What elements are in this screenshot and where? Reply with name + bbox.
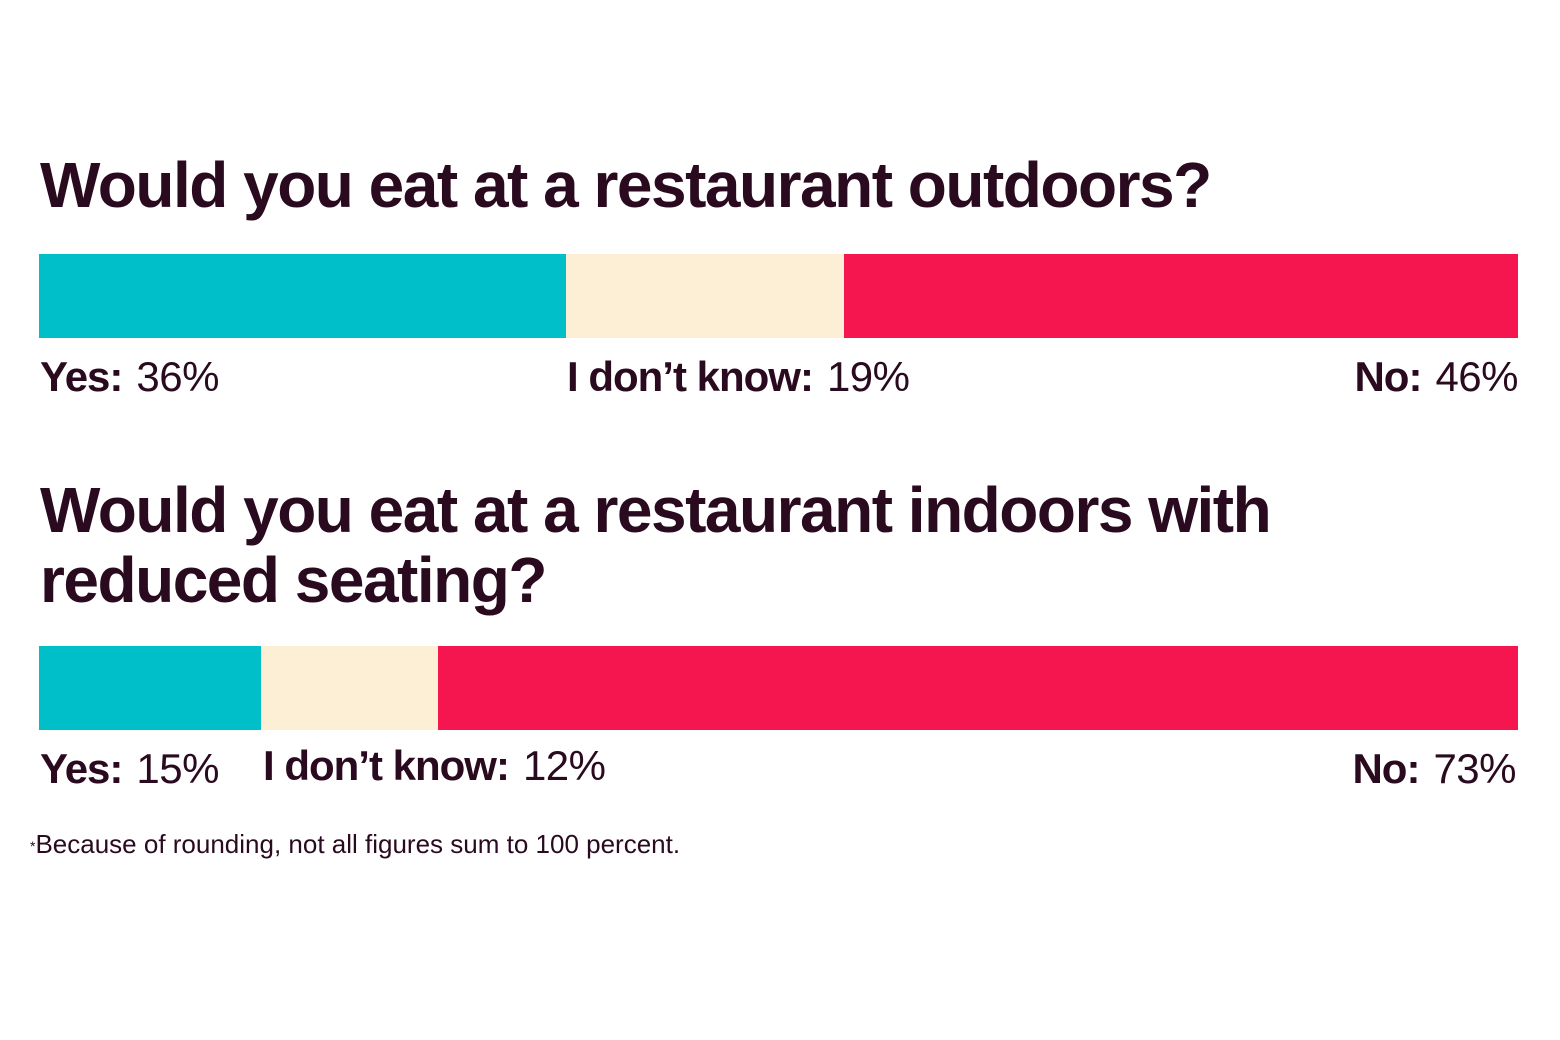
footnote: *Because of rounding, not all figures su… <box>30 828 680 860</box>
chart-2-category-dont-know: I don’t know: <box>263 742 510 789</box>
chart-1-category-yes: Yes: <box>40 353 123 400</box>
chart-2-value-dont-know: 12% <box>522 742 606 789</box>
chart-2-label-yes: Yes: 15% <box>40 744 219 794</box>
chart-1-value-yes: 36% <box>136 353 219 400</box>
chart-2-label-dont-know: I don’t know: 12% <box>263 741 606 791</box>
chart-2-bar-dont-know <box>260 646 439 730</box>
chart-2-title: Would you eat at a restaurant indoors wi… <box>40 474 1272 616</box>
chart-1-stacked-bar <box>39 254 1518 338</box>
chart-1-bar-no <box>844 254 1518 338</box>
chart-2-bar-no <box>438 646 1518 730</box>
chart-1-bar-dont-know <box>566 254 845 338</box>
chart-2-label-no: No: 73% <box>1352 744 1516 794</box>
chart-2-value-yes: 15% <box>136 745 219 792</box>
chart-2-stacked-bar <box>39 646 1518 730</box>
chart-2-value-no: 73% <box>1433 745 1516 792</box>
chart-2-category-yes: Yes: <box>40 745 123 792</box>
chart-1-title: Would you eat at a restaurant outdoors? <box>40 149 1212 221</box>
chart-1-category-dont-know: I don’t know: <box>567 353 814 400</box>
chart-1-value-dont-know: 19% <box>826 353 910 400</box>
chart-1-bar-yes <box>39 254 567 338</box>
footnote-mark: * <box>30 838 36 854</box>
chart-1-value-no: 46% <box>1435 353 1518 400</box>
chart-1-label-yes: Yes: 36% <box>40 352 219 402</box>
footnote-text: Because of rounding, not all figures sum… <box>35 829 681 859</box>
chart-1-label-dont-know: I don’t know: 19% <box>567 352 910 402</box>
chart-2-bar-yes <box>39 646 261 730</box>
chart-1-label-no: No: 46% <box>1354 352 1518 402</box>
chart-1-category-no: No: <box>1354 353 1422 400</box>
chart-2-category-no: No: <box>1352 745 1420 792</box>
